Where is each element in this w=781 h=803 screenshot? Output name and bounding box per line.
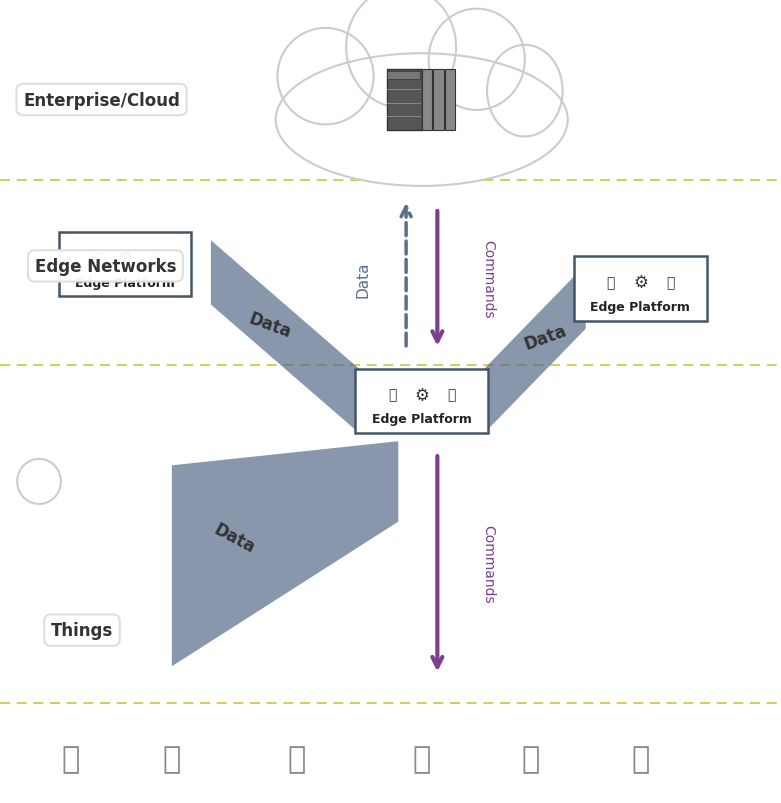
FancyBboxPatch shape [387, 71, 420, 80]
Text: Edge Platform: Edge Platform [372, 413, 472, 426]
Ellipse shape [487, 46, 562, 137]
FancyBboxPatch shape [574, 257, 707, 321]
Text: 🔒: 🔒 [91, 251, 99, 266]
Text: Enterprise/Cloud: Enterprise/Cloud [23, 92, 180, 109]
Text: 🔒: 🔒 [607, 275, 615, 290]
Ellipse shape [346, 0, 456, 108]
Text: 🚦: 🚦 [151, 251, 159, 266]
Polygon shape [484, 265, 586, 434]
FancyBboxPatch shape [433, 71, 444, 130]
Text: 📊: 📊 [522, 744, 540, 773]
Text: 💧: 💧 [61, 744, 80, 773]
FancyBboxPatch shape [387, 71, 422, 130]
Text: 💡: 💡 [287, 744, 306, 773]
Polygon shape [211, 241, 359, 434]
Ellipse shape [276, 54, 568, 187]
Text: 💨: 💨 [162, 744, 181, 773]
Text: Edge Platform: Edge Platform [590, 300, 690, 313]
Text: 🔒: 🔒 [388, 388, 396, 402]
Text: Edge Platform: Edge Platform [75, 276, 175, 289]
Text: 🚦: 🚦 [448, 388, 455, 402]
FancyBboxPatch shape [355, 369, 488, 434]
FancyBboxPatch shape [445, 71, 455, 130]
Ellipse shape [277, 29, 373, 125]
Circle shape [17, 459, 61, 504]
Text: 🌡: 🌡 [631, 744, 650, 773]
Text: 🚦: 🚦 [666, 275, 674, 290]
Ellipse shape [429, 10, 525, 111]
Text: 🏭: 🏭 [412, 744, 431, 773]
FancyBboxPatch shape [59, 233, 191, 297]
Text: Data: Data [522, 321, 569, 353]
Text: Things: Things [51, 622, 113, 639]
Text: Data: Data [211, 520, 258, 556]
Text: ⚙: ⚙ [117, 250, 133, 267]
FancyBboxPatch shape [422, 71, 433, 130]
Text: Data: Data [247, 309, 294, 341]
Text: Commands: Commands [481, 525, 495, 603]
Text: Commands: Commands [481, 240, 495, 318]
Text: ⚙: ⚙ [414, 386, 430, 404]
Text: Data: Data [355, 261, 371, 297]
Text: ⚙: ⚙ [633, 274, 648, 291]
Text: Edge Networks: Edge Networks [34, 258, 177, 275]
Polygon shape [172, 442, 398, 666]
